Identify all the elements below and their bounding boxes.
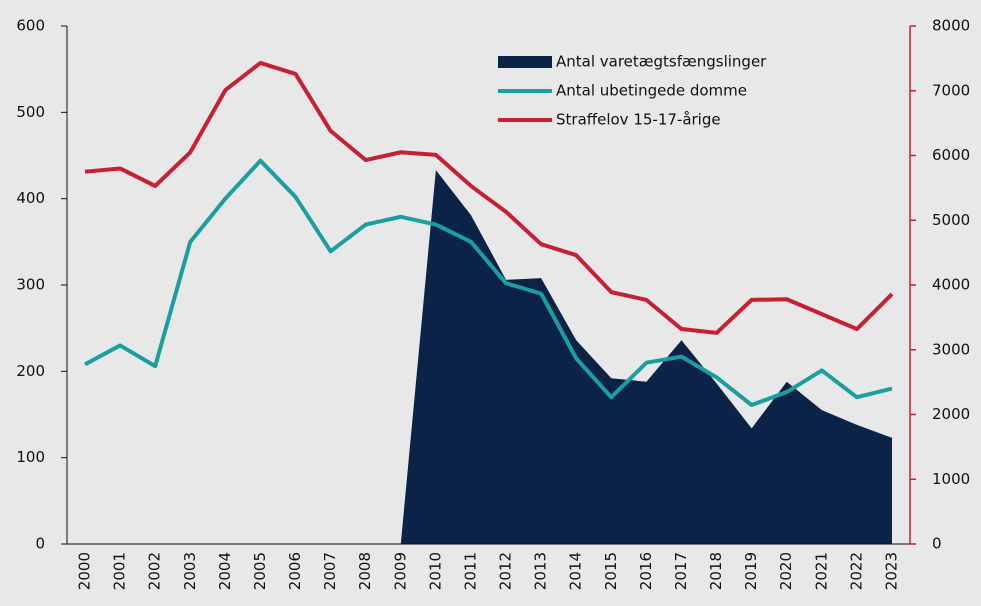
y2-tick-label: 6000: [932, 146, 970, 164]
line: [84, 158, 893, 408]
x-tick-label: 2001: [111, 552, 129, 590]
y2-tick-label: 8000: [932, 17, 970, 35]
y2-tick-label: 4000: [932, 276, 970, 294]
x-tick-label: 2002: [146, 552, 164, 590]
area: [400, 170, 892, 544]
y2-tick-label: 2000: [932, 405, 970, 423]
y2-tick-label: 5000: [932, 211, 970, 229]
y2-tick-label: 3000: [932, 340, 970, 358]
legend-label: Straffelov 15-17-årige: [556, 111, 721, 129]
x-tick-label: 2016: [637, 552, 655, 590]
y-tick-label: 400: [16, 189, 45, 207]
y-tick-label: 0: [35, 535, 45, 553]
x-tick-label: 2023: [883, 552, 901, 590]
line: [84, 60, 894, 335]
x-tick-label: 2009: [391, 552, 409, 590]
legend-swatch: [498, 56, 552, 68]
x-tick-label: 2003: [181, 552, 199, 590]
x-tick-label: 2000: [76, 552, 94, 590]
x-tick-label: 2011: [461, 552, 479, 590]
y2-tick-label: 1000: [932, 470, 970, 488]
legend-label: Antal varetægtsfængslinger: [556, 53, 767, 71]
x-tick-label: 2007: [321, 552, 339, 590]
y-tick-label: 100: [16, 448, 45, 466]
x-tick-label: 2017: [672, 552, 690, 590]
y-tick-label: 600: [16, 17, 45, 35]
x-tick-label: 2013: [532, 552, 550, 590]
x-tick-label: 2008: [356, 552, 374, 590]
x-tick-label: 2021: [812, 552, 830, 590]
y-tick-label: 500: [16, 103, 45, 121]
y2-tick-label: 7000: [932, 81, 970, 99]
x-tick-label: 2018: [707, 552, 725, 590]
x-tick-label: 2004: [216, 552, 234, 590]
x-tick-label: 2020: [777, 552, 795, 590]
x-tick-label: 2010: [426, 552, 444, 590]
y-tick-label: 200: [16, 362, 45, 380]
x-tick-label: 2022: [847, 552, 865, 590]
x-tick-label: 2019: [742, 552, 760, 590]
x-tick-label: 2005: [251, 552, 269, 590]
x-tick-label: 2006: [286, 552, 304, 590]
x-tick-label: 2014: [567, 552, 585, 590]
y2-tick-label: 0: [932, 535, 942, 553]
legend-label: Antal ubetingede domme: [556, 82, 747, 100]
y-tick-label: 300: [16, 276, 45, 294]
x-tick-label: 2012: [497, 552, 515, 590]
x-tick-label: 2015: [602, 552, 620, 590]
